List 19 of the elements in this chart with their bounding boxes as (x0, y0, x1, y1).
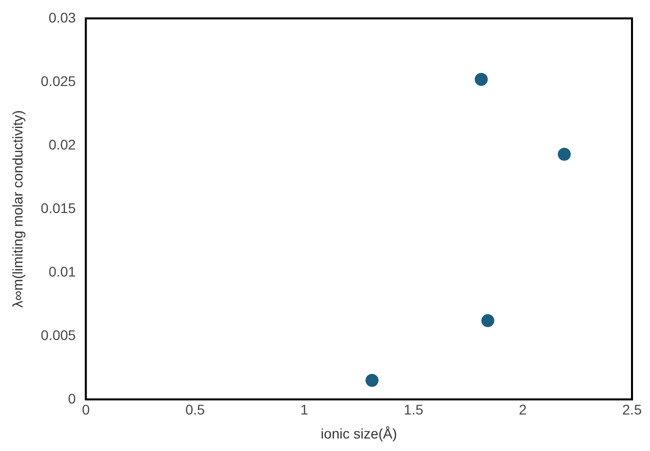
x-tick-label: 0 (82, 402, 90, 418)
y-axis-title: λ∞m(limiting molar conductivity) (9, 110, 26, 308)
x-axis-title: ionic size(Å) (320, 425, 398, 442)
point (474, 72, 488, 86)
point (558, 148, 571, 161)
point (481, 314, 494, 328)
y-tick-label: 0 (68, 390, 76, 406)
x-tick-label: 0.5 (185, 402, 206, 418)
y-tick-label: 0.015 (40, 200, 76, 216)
y-tick-label: 0.03 (48, 9, 76, 26)
point (366, 374, 379, 387)
x-tick-label: 1 (300, 402, 308, 418)
y-tick-label: 0.025 (40, 72, 76, 89)
y-tick-label: 0.02 (48, 136, 76, 152)
x-tick-label: 1.5 (404, 402, 424, 418)
y-tick-label: 0.01 (48, 263, 76, 280)
y-tick-label: 0.005 (40, 326, 76, 343)
x-tick-label: 2 (518, 402, 527, 418)
x-tick-label: 2.5 (622, 402, 642, 418)
